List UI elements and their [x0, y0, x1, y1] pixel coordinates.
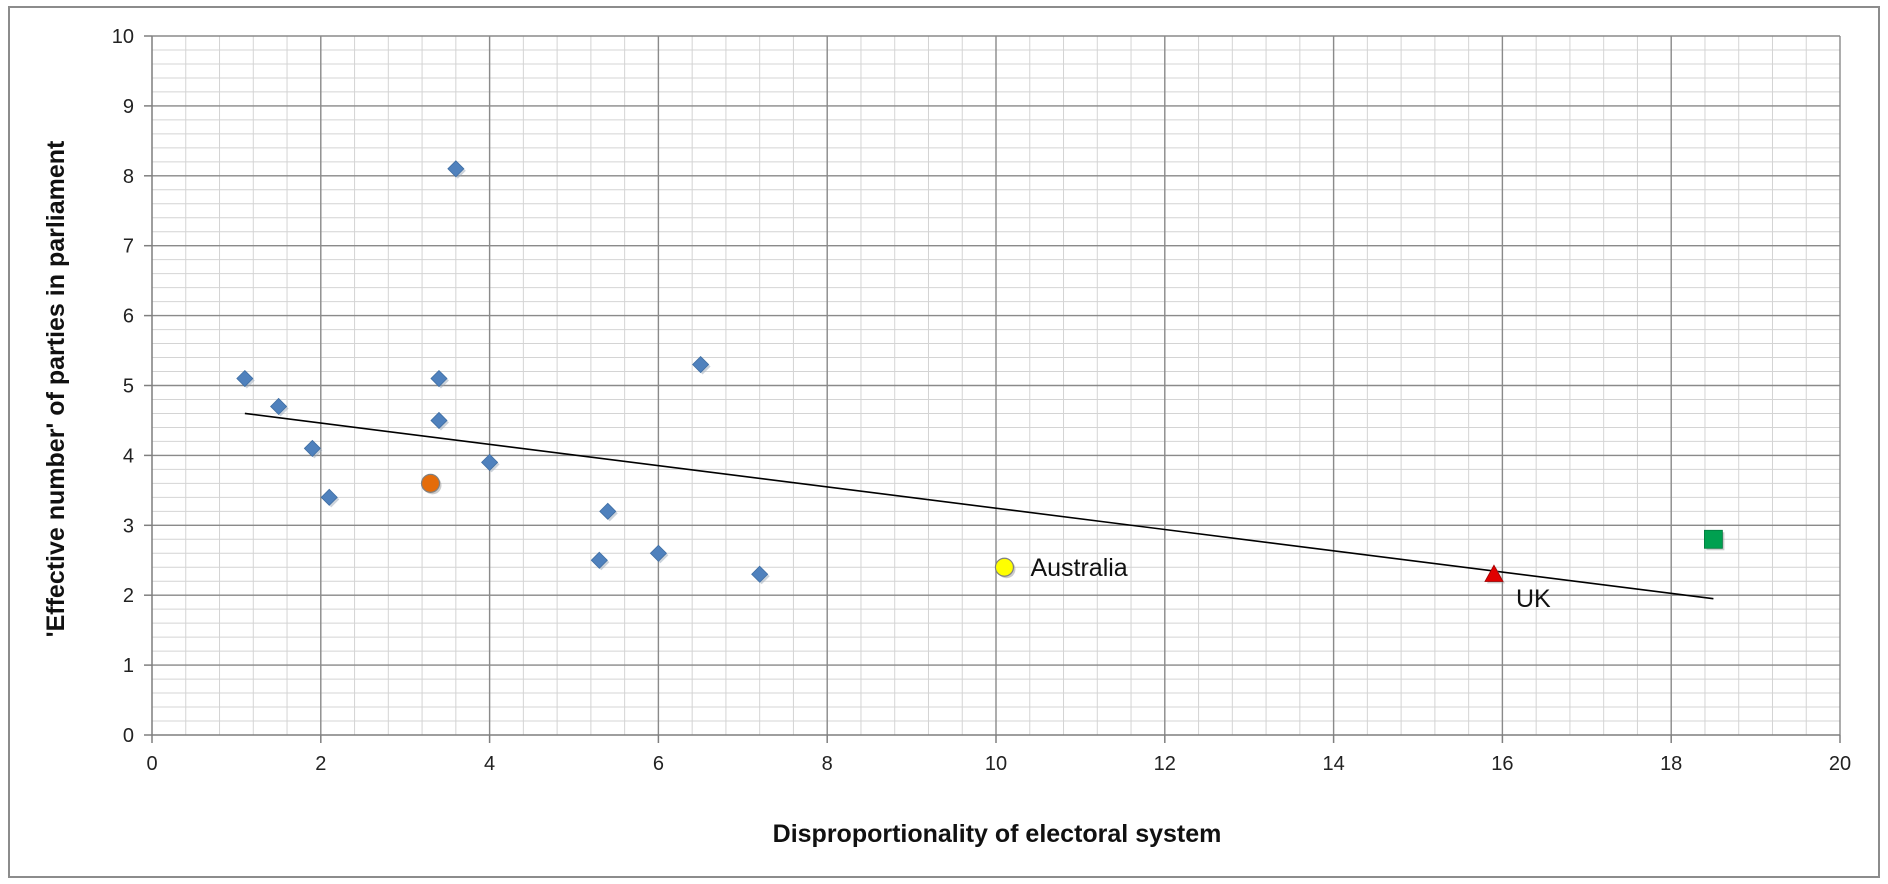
data-points [236, 160, 1725, 585]
data-point-uk [1484, 564, 1504, 582]
data-point-diamond [481, 453, 499, 471]
y-tick-label: 0 [123, 725, 134, 747]
y-tick-label: 3 [123, 515, 134, 537]
y-axis-title: 'Effective number' of parties in parliam… [42, 140, 70, 637]
y-tick-label: 8 [123, 166, 134, 188]
x-tick-label: 14 [1322, 753, 1344, 775]
y-tick-label: 9 [123, 96, 134, 118]
point-label-uk: UK [1516, 585, 1551, 613]
data-point-square [1704, 529, 1723, 549]
data-point-diamond [649, 544, 667, 562]
data-point-diamond [751, 565, 769, 583]
x-tick-label: 18 [1660, 753, 1682, 775]
point-label-australia: Australia [1030, 554, 1127, 582]
data-point-diamond [270, 397, 288, 416]
x-tick-label: 10 [985, 753, 1007, 775]
data-point-diamond [303, 439, 321, 457]
x-tick-label: 8 [822, 753, 833, 775]
y-tick-label: 1 [123, 655, 134, 677]
data-point-diamond [692, 355, 710, 374]
x-tick-label: 2 [315, 753, 326, 775]
trendline [244, 412, 1714, 600]
x-tick-label: 16 [1491, 753, 1513, 775]
grid [152, 35, 1841, 735]
data-point-diamond [599, 502, 617, 520]
y-tick-label: 5 [123, 376, 134, 398]
x-tick-label: 12 [1154, 753, 1176, 775]
x-tick-label: 20 [1829, 753, 1851, 775]
y-tick-label: 2 [123, 585, 134, 607]
data-point-diamond [236, 369, 254, 388]
point-labels: Australia UK [1030, 554, 1551, 613]
data-point-circle [420, 473, 441, 493]
axes [144, 35, 1841, 743]
y-tick-label: 6 [123, 306, 134, 328]
trendline-layer [244, 412, 1714, 600]
chart-frame [8, 6, 1880, 878]
data-point-australia [994, 557, 1015, 577]
data-point-diamond [320, 488, 338, 506]
x-axis-title: Disproportionality of electoral system [773, 820, 1222, 848]
y-tick-label: 7 [123, 236, 134, 258]
data-point-diamond [590, 551, 608, 569]
x-tick-label: 0 [146, 753, 157, 775]
data-point-diamond [430, 369, 448, 388]
data-point-diamond [430, 411, 448, 430]
y-tick-label: 4 [123, 445, 134, 467]
x-tick-label: 4 [484, 753, 495, 775]
x-tick-label: 6 [653, 753, 664, 775]
y-tick-label: 10 [112, 26, 134, 48]
data-point-diamond [447, 160, 465, 178]
